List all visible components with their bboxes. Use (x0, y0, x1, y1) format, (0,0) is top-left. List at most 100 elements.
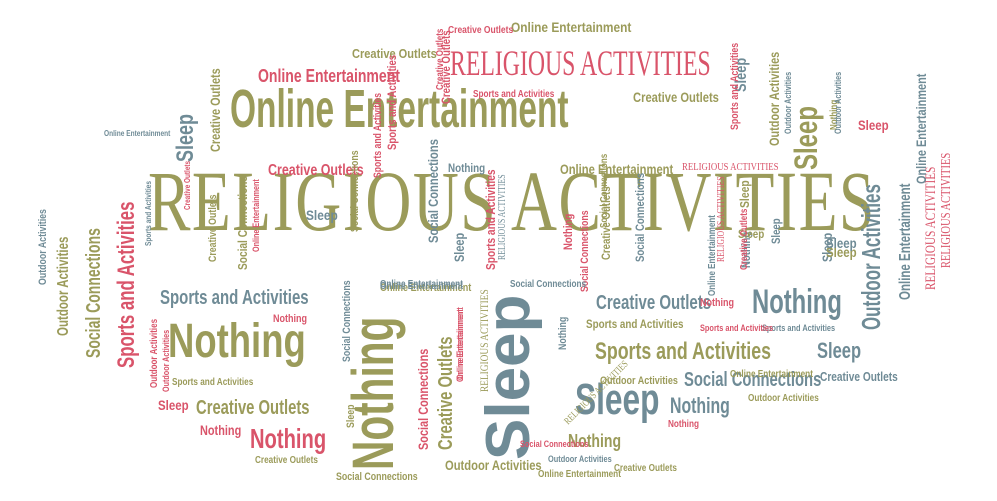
cloud-word: Creative Outlets (268, 162, 364, 179)
cloud-word: Social Connections (425, 139, 441, 243)
cloud-word: Sleep (788, 105, 824, 170)
cloud-word: Online Entertainment (258, 66, 400, 86)
cloud-word: Outdoor Activities (161, 329, 171, 392)
cloud-word: Sports and Activities (483, 169, 498, 270)
cloud-word: Social Connections (684, 369, 822, 391)
cloud-word: Creative Outlets (183, 160, 192, 210)
cloud-word: Sleep (172, 113, 199, 162)
cloud-word: Sleep (575, 375, 660, 424)
cloud-word: Nothing (752, 283, 842, 321)
cloud-word: Sports and Activities (113, 201, 140, 368)
cloud-word: RELIGIOUS ACTIVITIES (477, 289, 491, 392)
cloud-word: Nothing (670, 393, 730, 418)
cloud-word: Outdoor Activities (548, 454, 612, 464)
cloud-word: Online Entertainment (897, 183, 914, 300)
cloud-word: Online Entertainment (913, 73, 929, 184)
cloud-word: Sleep (737, 180, 752, 208)
cloud-word: RELIGIOUS ACTIVITIES (923, 166, 939, 290)
cloud-word: Sports and Activities (762, 323, 836, 333)
cloud-word: Nothing (168, 315, 306, 368)
cloud-word: Outdoor Activities (856, 184, 886, 330)
cloud-word: Creative Outlets (820, 369, 898, 384)
cloud-word: Social Connections (336, 471, 418, 483)
cloud-word: Creative Outlets (435, 336, 457, 450)
cloud-word: Outdoor Activities (149, 318, 160, 388)
cloud-word: Nothing (668, 419, 699, 430)
cloud-word: RELIGIOUS ACTIVITIES (939, 152, 954, 268)
cloud-word: Sleep (769, 218, 783, 244)
cloud-word: Nothing (561, 213, 575, 250)
cloud-word: Online Entertainment (380, 282, 472, 294)
cloud-word: Online Entertainment (511, 19, 632, 35)
cloud-word: Online Entertainment (560, 161, 674, 177)
cloud-word: Online Entertainment (104, 129, 171, 138)
cloud-word: Creative Outlets (739, 208, 750, 270)
cloud-word: Creative Outlets (196, 397, 310, 419)
cloud-word: RELIGIOUS ACTIVITIES (497, 174, 508, 260)
cloud-word: Sports and Activities (729, 42, 741, 130)
cloud-word: Outdoor Activities (766, 51, 782, 146)
cloud-word: Nothing (700, 297, 735, 309)
cloud-word: Sleep (858, 117, 889, 133)
cloud-word: Sleep (826, 244, 857, 260)
cloud-word: Social Connections (349, 150, 361, 232)
cloud-word: Outdoor Activities (600, 375, 678, 387)
cloud-word: Nothing (568, 431, 622, 451)
cloud-word: Nothing (448, 161, 486, 175)
cloud-word: Nothing (557, 316, 569, 350)
cloud-word: Sports and Activities (372, 92, 384, 178)
cloud-word: Social Connections (341, 280, 353, 362)
cloud-word: Creative Outlets (448, 25, 514, 36)
cloud-word: Online Entertainment (230, 79, 569, 139)
cloud-word: RELIGIOUS ACTIVITIES (682, 161, 779, 173)
cloud-word: RELIGIOUS ACTIVITIES (716, 176, 727, 262)
cloud-word: Social Connections (415, 348, 431, 450)
cloud-word: Social Connections (633, 172, 647, 262)
cloud-word: Sleep (451, 232, 467, 262)
cloud-word: Social Connections (510, 279, 587, 290)
cloud-word: Creative Outlets (596, 292, 712, 314)
cloud-word: Sleep (158, 397, 189, 413)
cloud-word: Creative Outlets (255, 455, 318, 466)
cloud-word: Sports and Activities (160, 287, 309, 309)
cloud-word: Online Entertainment (251, 179, 261, 252)
cloud-word: Outdoor Activities (748, 393, 819, 404)
cloud-word: Creative Outlets (614, 463, 677, 474)
cloud-word: Social Connections (599, 153, 610, 228)
cloud-word: Sports and Activities (172, 377, 254, 388)
cloud-word: Online Entertainment (380, 281, 463, 292)
cloud-word: Social Connections (520, 439, 589, 449)
cloud-word: Online Entertainment (538, 469, 621, 480)
cloud-word: Creative Outlets (207, 68, 223, 152)
cloud-word: RELIGIOUS ACTIVITIES (450, 43, 711, 83)
cloud-word: Online Entertainment (455, 309, 465, 382)
cloud-word: Nothing (250, 423, 327, 454)
cloud-word: Sports and Activities (595, 338, 772, 365)
cloud-word: Sports and Activities (144, 180, 153, 246)
cloud-word: Nothing (341, 316, 406, 470)
cloud-word: RELIGIOUS ACTIVITIES (148, 153, 876, 249)
cloud-word: Creative Outlets (207, 194, 219, 263)
cloud-word: Sleep (345, 404, 357, 428)
cloud-word: Creative Outlets (633, 89, 719, 105)
cloud-word: Outdoor Activities (55, 236, 72, 336)
cloud-word: Social Connections (83, 228, 105, 358)
cloud-word: Sports and Activities (700, 323, 774, 333)
cloud-word: Nothing (273, 313, 308, 325)
cloud-word: Sports and Activities (586, 317, 684, 331)
cloud-word: Outdoor Activities (445, 457, 542, 473)
cloud-word: Sports and Activities (385, 54, 399, 150)
cloud-word: Sleep (817, 338, 862, 363)
cloud-word: Online Entertainment (730, 369, 813, 380)
cloud-word: Outdoor Activities (37, 209, 49, 285)
cloud-word: Online Entertainment (380, 279, 463, 290)
cloud-word: Outdoor Activities (833, 71, 843, 134)
cloud-word: Creative Outlets (352, 46, 437, 61)
cloud-word: Sports and Activities (473, 89, 555, 100)
cloud-word: Sleep (738, 227, 765, 241)
cloud-word: Sleep (826, 235, 857, 251)
cloud-word: Outdoor Activities (783, 71, 793, 134)
cloud-word: Nothing (200, 422, 242, 438)
cloud-word: Creative Outlets (435, 28, 446, 91)
